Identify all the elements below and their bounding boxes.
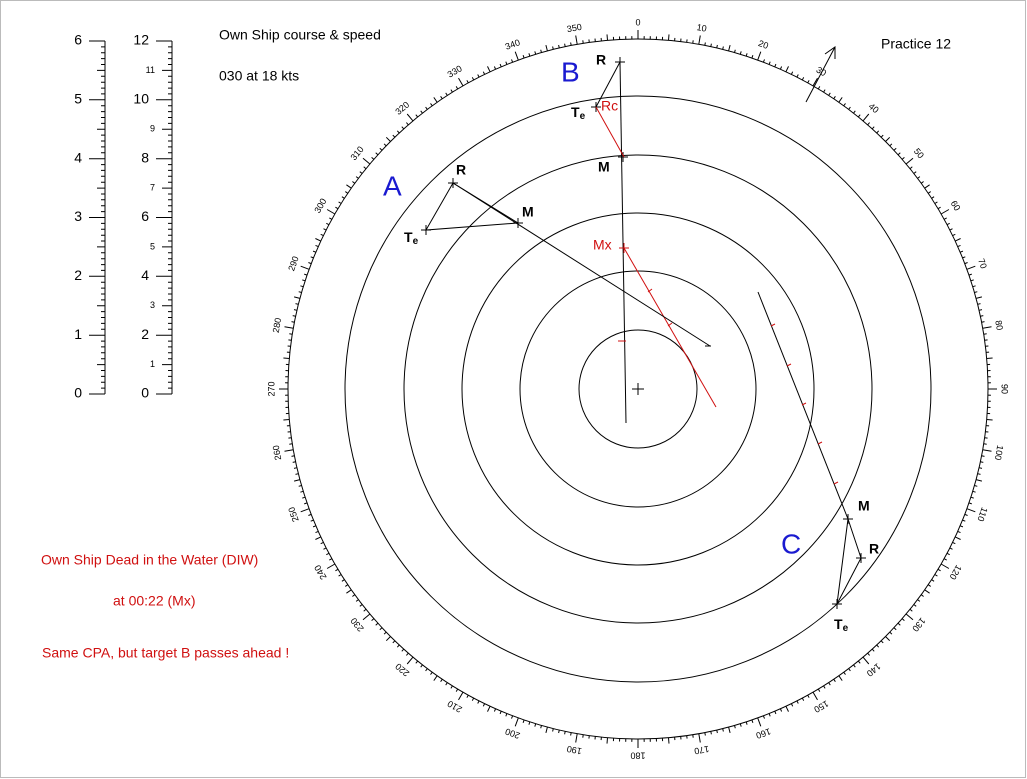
bearing-label: 250 [286,506,301,524]
point-label: M [598,159,610,175]
scale-label: 1 [74,326,82,342]
mx-label: Mx [593,237,612,253]
bearing-label: 260 [271,444,283,461]
bearing-label: 280 [271,317,283,334]
bearing-label: 110 [975,506,989,523]
bearing-label: 190 [566,744,583,756]
scale-label: 5 [74,91,82,107]
bearing-label: 60 [949,199,963,213]
ring [578,329,698,449]
course-title: Own Ship course & speed [219,27,381,43]
target-c-plot [757,291,866,609]
own-ship-vector [805,46,836,103]
bearing-label: 290 [286,255,301,273]
scale-label: 1 [150,359,155,369]
bearing-label: 80 [993,319,1005,331]
scale-label: 6 [141,208,149,224]
point-label: R [869,541,879,557]
bearing-label: 70 [976,257,989,270]
distance-scales [89,40,173,395]
scale-label: 6 [74,32,82,48]
course-speed: 030 at 18 kts [219,68,299,84]
practice-label: Practice 12 [881,36,951,52]
scale-label: 4 [141,267,149,283]
scale-label: 2 [141,326,149,342]
target-b-relative-motion [595,106,717,408]
bearing-label: 10 [696,22,708,34]
target-label: B [561,56,580,87]
bearing-label: 270 [266,381,276,396]
bearing-label: 160 [755,726,773,741]
scale-label: 10 [133,91,149,107]
scale-label: 9 [150,124,155,134]
ring [519,270,757,508]
bearing-label: 350 [566,22,583,34]
scale-label: 11 [146,65,155,75]
bearing-label: 200 [504,726,522,741]
bearing-label: 170 [693,744,710,756]
bearing-label: 100 [993,444,1005,461]
ring [403,154,873,624]
bearing-ticks [279,30,997,748]
note: Same CPA, but target B passes ahead ! [42,645,289,661]
rc-label: Rc [601,98,618,114]
scale-label: 7 [150,182,155,192]
bearing-label: 0 [635,17,640,27]
target-label: C [781,528,801,559]
scale-label: 3 [74,208,82,224]
scale-label: 4 [74,149,82,165]
scale-label: 12 [133,32,149,48]
scale-label: 2 [74,267,82,283]
point-label: R [456,162,466,178]
scale-ticks [89,40,172,395]
point-label: Te [404,229,419,247]
point-label: M [858,498,870,514]
range-rings [344,95,932,683]
ring [461,212,815,566]
scale-label: 0 [74,385,82,401]
bearing-label: 30 [814,65,828,79]
point-label: Te [834,616,849,634]
target-a-plot [421,178,711,347]
scale-label: 0 [141,385,149,401]
bearing-label: 20 [757,38,770,51]
bearing-label: 50 [912,146,926,160]
ring [344,95,932,683]
point-label: Te [571,104,586,122]
point-label: M [522,204,534,220]
target-c-ticks [770,323,839,485]
point-label: R [596,52,606,68]
bearing-label: 180 [630,751,645,761]
bearing-label: 90 [1000,384,1010,394]
note: at 00:22 (Mx) [113,593,195,609]
note: Own Ship Dead in the Water (DIW) [41,552,258,568]
bearing-label: 340 [504,37,522,52]
target-label: A [383,170,402,201]
scale-label: 8 [141,149,149,165]
scale-label: 3 [150,300,155,310]
scale-label: 5 [150,241,155,251]
bearing-label: 40 [867,101,881,115]
